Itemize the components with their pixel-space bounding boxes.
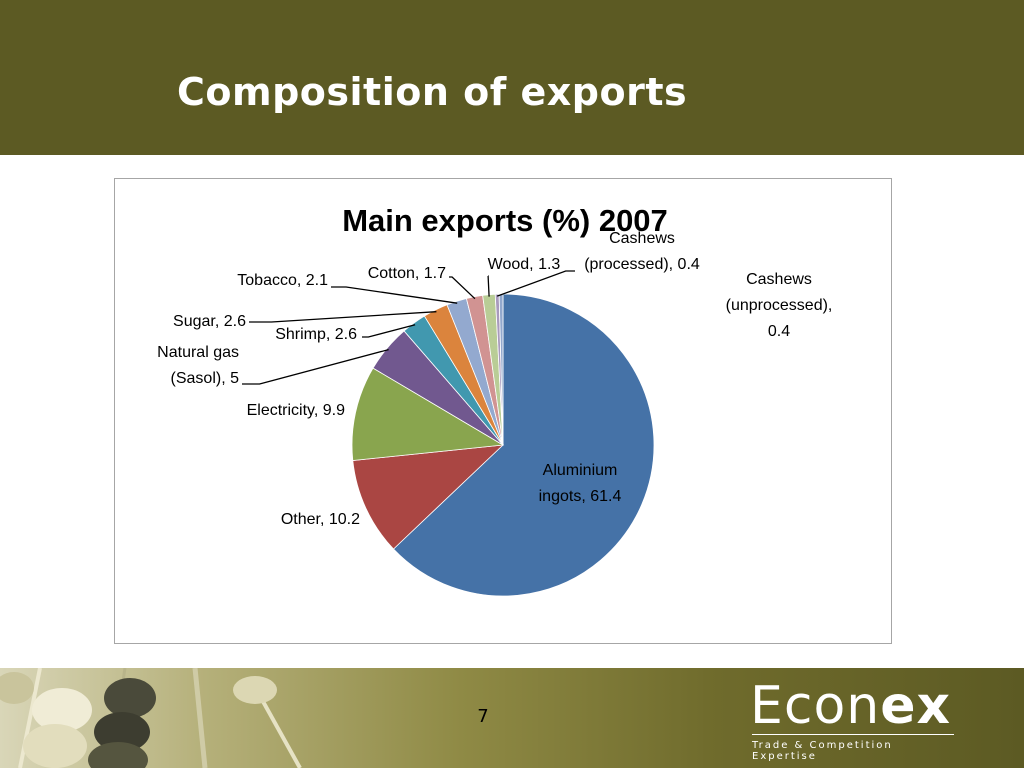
- logo-wordmark: Econex: [750, 676, 951, 736]
- leader-line-6: [331, 286, 458, 304]
- data-label-line: Wood, 1.3: [488, 256, 561, 273]
- data-label-8: Wood, 1.3: [488, 256, 561, 273]
- data-label-9: Cashews (processed), 0.4: [584, 230, 700, 273]
- chart-title: Main exports (%) 2007: [342, 203, 668, 238]
- data-label-2: Electricity, 9.9: [247, 402, 346, 419]
- leader-line-5: [249, 311, 437, 323]
- data-label-line: (unprocessed),: [726, 297, 833, 314]
- data-label-line: Aluminium: [543, 462, 618, 479]
- pie-slices: [351, 293, 655, 597]
- data-label-line: Shrimp, 2.6: [275, 326, 357, 343]
- leader-lines: [242, 270, 575, 385]
- leader-line-4: [362, 324, 416, 338]
- page-number: 7: [477, 706, 489, 727]
- abacus-beads-image: [0, 668, 302, 768]
- data-label-line: Tobacco, 2.1: [237, 272, 328, 289]
- pie-slice-1: [352, 444, 505, 550]
- slide-title: Composition of exports: [177, 70, 688, 114]
- data-label-line: 0.4: [768, 323, 790, 340]
- data-label-1: Other, 10.2: [281, 511, 360, 528]
- footer-band: [0, 668, 1024, 768]
- data-labels: Aluminium ingots, 61.4 Other, 10.2 Electric…: [157, 230, 832, 528]
- pie-slice-2: [351, 367, 505, 461]
- data-label-line: (processed), 0.4: [584, 256, 700, 273]
- data-label-line: Other, 10.2: [281, 511, 360, 528]
- data-label-6: Tobacco, 2.1: [237, 272, 328, 289]
- leader-line-8: [487, 275, 490, 297]
- data-label-4: Shrimp, 2.6: [275, 326, 357, 343]
- chart-frame: Main exports (%) 2007 Aluminium ingots, 6…: [114, 178, 892, 644]
- data-label-line: Cotton, 1.7: [368, 265, 446, 282]
- pie-slice-0: [392, 293, 655, 597]
- header-bar: [0, 0, 1024, 155]
- data-label-line: Sugar, 2.6: [173, 313, 246, 330]
- data-label-line: Natural gas: [157, 344, 239, 361]
- leader-line-3: [242, 348, 389, 385]
- data-label-0: Aluminium ingots, 61.4: [539, 462, 622, 505]
- econex-logo: Econex Trade & Competition Expertise: [750, 676, 960, 762]
- logo-word-light: Econ: [750, 676, 881, 736]
- data-label-10: Cashews (unprocessed), 0.4: [726, 271, 833, 340]
- logo-tagline: Trade & Competition Expertise: [752, 740, 893, 762]
- data-label-line: (Sasol), 5: [171, 370, 240, 387]
- logo-word-bold: ex: [880, 676, 952, 736]
- leader-line-7: [449, 276, 476, 300]
- data-label-7: Cotton, 1.7: [368, 265, 446, 282]
- logo-divider: [752, 734, 954, 735]
- data-label-line: Cashews: [746, 271, 812, 288]
- data-label-5: Sugar, 2.6: [173, 313, 246, 330]
- data-label-line: ingots, 61.4: [539, 488, 622, 505]
- data-label-3: Natural gas (Sasol), 5: [157, 344, 239, 387]
- leader-line-9: [496, 270, 575, 297]
- data-label-line: Electricity, 9.9: [247, 402, 346, 419]
- data-label-line: Cashews: [609, 230, 675, 247]
- pie-chart: Main exports (%) 2007 Aluminium ingots, 6…: [157, 203, 832, 597]
